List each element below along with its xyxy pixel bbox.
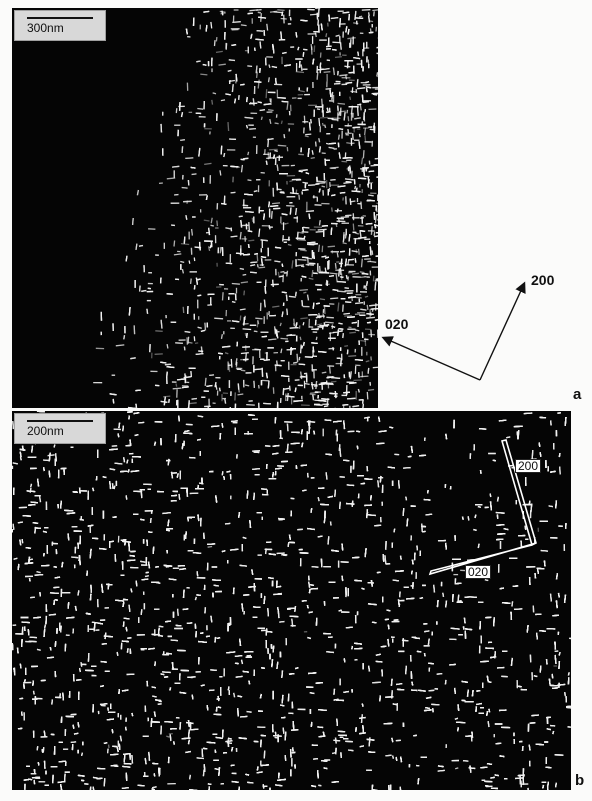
scale-bar-a: 300nm <box>14 10 106 41</box>
direction-label-200-a: 200 <box>531 272 555 288</box>
direction-label-200-b: 200 <box>515 459 542 473</box>
direction-label-020-a: 020 <box>385 316 409 332</box>
direction-arrows-a <box>381 281 526 381</box>
micrograph-panel-a: 300nm <box>12 8 378 408</box>
panel-letter-a: a <box>573 386 582 403</box>
scale-label-b: 200nm <box>27 424 64 438</box>
direction-label-020-b: 020 <box>465 565 492 579</box>
arrow-020-a <box>381 336 481 381</box>
arrow-200-a <box>479 281 526 381</box>
micrograph-panel-b: 200nm 200 020 <box>12 411 571 790</box>
scale-bar-b: 200nm <box>14 413 106 444</box>
scale-bar-line-a <box>27 17 93 19</box>
panel-letter-b: b <box>575 772 585 789</box>
scale-label-a: 300nm <box>27 21 64 35</box>
arrow-020-b <box>428 542 537 576</box>
scale-bar-line-b <box>27 420 93 422</box>
micrograph-texture-a <box>93 8 378 408</box>
arrow-200-b <box>501 439 537 547</box>
direction-arrows-b <box>428 439 537 576</box>
texture-strokes <box>93 8 378 408</box>
